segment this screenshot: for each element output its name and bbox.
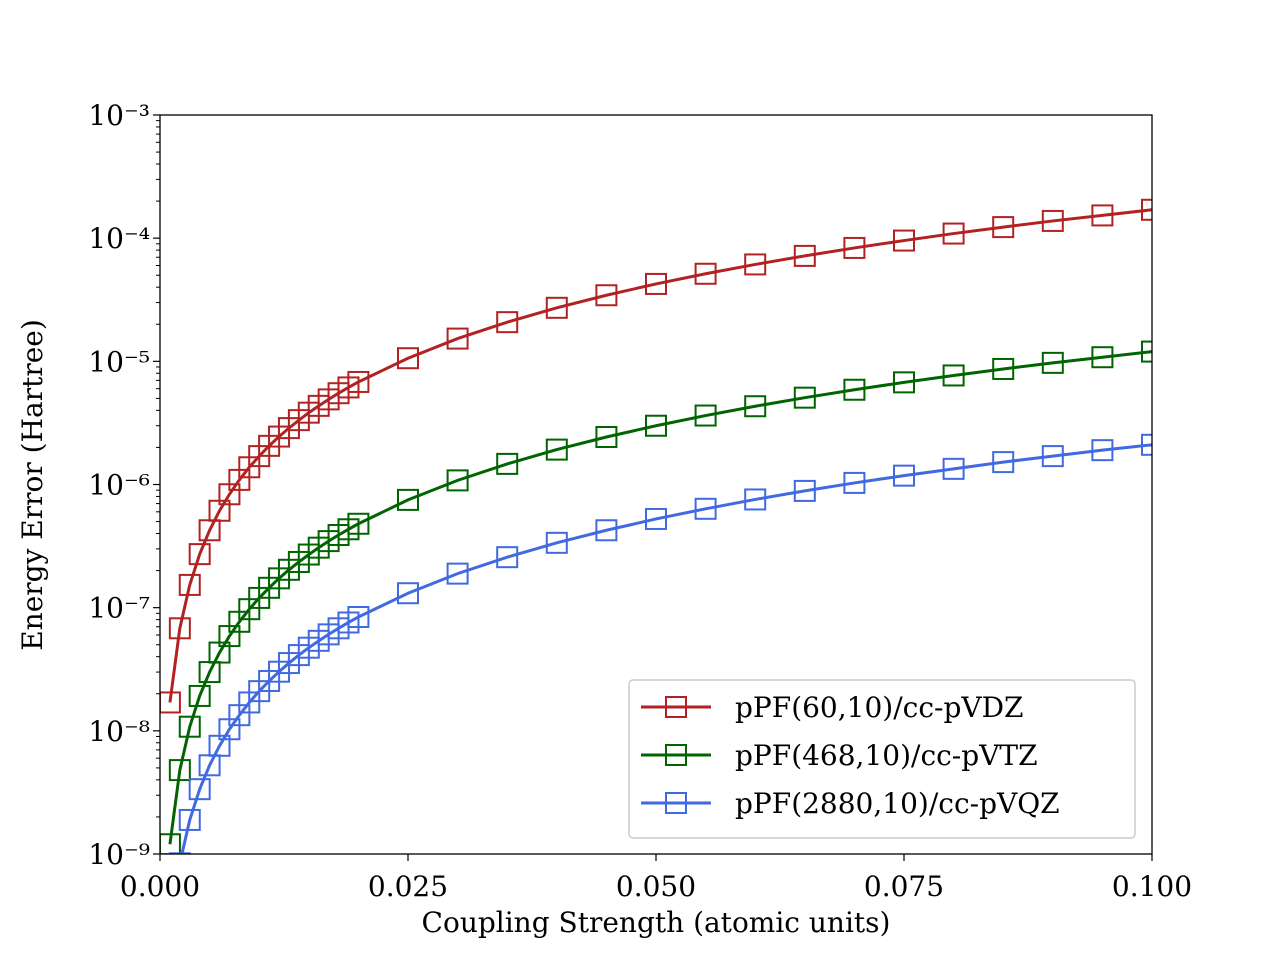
marker (188, 684, 211, 707)
marker (446, 469, 469, 492)
marker (942, 364, 965, 387)
marker (178, 715, 201, 738)
legend-label: pPF(468,10)/cc-pVTZ (735, 739, 1038, 772)
marker (1091, 439, 1114, 462)
legend-marker (665, 744, 687, 766)
marker (793, 386, 816, 409)
marker (595, 519, 618, 542)
marker (793, 244, 816, 267)
marker (496, 546, 519, 569)
marker (188, 543, 211, 566)
marker (744, 488, 767, 511)
marker (1141, 340, 1152, 363)
marker (595, 426, 618, 449)
marker (160, 691, 181, 714)
plot-area (160, 198, 1152, 947)
marker (1041, 209, 1064, 232)
marker (1141, 433, 1152, 456)
marker (168, 617, 191, 640)
legend-marker (665, 792, 687, 814)
marker (168, 852, 191, 854)
marker (397, 582, 419, 605)
marker (645, 507, 667, 530)
x-axis-label: Coupling Strength (atomic units) (422, 906, 891, 939)
marker (1041, 351, 1064, 374)
marker (178, 808, 201, 831)
marker (645, 414, 667, 437)
marker (1091, 204, 1114, 227)
axes-frame (159, 114, 1153, 855)
x-tick-label: 0.000 (120, 870, 200, 903)
marker (1091, 346, 1114, 369)
series-line (168, 208, 1152, 703)
marker (694, 404, 717, 427)
marker (793, 479, 816, 502)
marker (347, 605, 370, 628)
series-line (180, 443, 1152, 854)
marker (843, 471, 866, 494)
marker (992, 357, 1015, 380)
legend-box (628, 679, 1136, 839)
legend-label: pPF(2880,10)/cc-pVQZ (735, 787, 1060, 820)
x-tick-label: 0.025 (368, 870, 448, 903)
marker (595, 284, 618, 307)
marker (168, 759, 191, 782)
y-tick-label: 10⁻⁵ (88, 345, 150, 378)
marker (446, 327, 469, 350)
marker (694, 497, 717, 520)
marker (188, 778, 211, 801)
series-line (168, 350, 1152, 845)
y-tick-label: 10⁻⁷ (88, 592, 150, 625)
marker (496, 452, 519, 475)
marker (178, 573, 201, 596)
marker (942, 222, 965, 245)
marker (992, 216, 1015, 239)
marker (545, 531, 568, 554)
marker (694, 262, 717, 285)
marker (397, 488, 419, 511)
marker (843, 236, 866, 259)
marker (992, 451, 1015, 474)
marker (744, 253, 767, 276)
y-tick-label: 10⁻³ (88, 99, 150, 132)
legend-marker (665, 696, 687, 718)
legend-label: pPF(60,10)/cc-pVDZ (735, 691, 1024, 724)
marker (744, 395, 767, 418)
y-tick-label: 10⁻⁶ (88, 469, 150, 502)
marker (160, 927, 180, 947)
marker (893, 371, 915, 394)
marker (893, 464, 915, 487)
marker (843, 378, 866, 401)
marker (942, 457, 965, 480)
marker (1141, 198, 1152, 221)
x-tick-label: 0.100 (1112, 870, 1192, 903)
marker (545, 438, 568, 461)
marker (496, 311, 519, 334)
x-tick-label: 0.075 (864, 870, 944, 903)
marker (347, 512, 370, 535)
y-tick-label: 10⁻⁴ (88, 222, 150, 255)
y-tick-label: 10⁻⁸ (88, 715, 150, 748)
y-axis-label: Energy Error (Hartree) (16, 319, 49, 651)
marker (1041, 445, 1064, 468)
marker (545, 296, 568, 319)
marker (446, 562, 469, 585)
marker (397, 347, 419, 370)
marker (645, 272, 667, 295)
x-tick-label: 0.050 (616, 870, 696, 903)
marker (893, 229, 915, 252)
y-tick-label: 10⁻⁹ (88, 838, 150, 871)
marker (347, 370, 370, 393)
marker (160, 833, 181, 854)
